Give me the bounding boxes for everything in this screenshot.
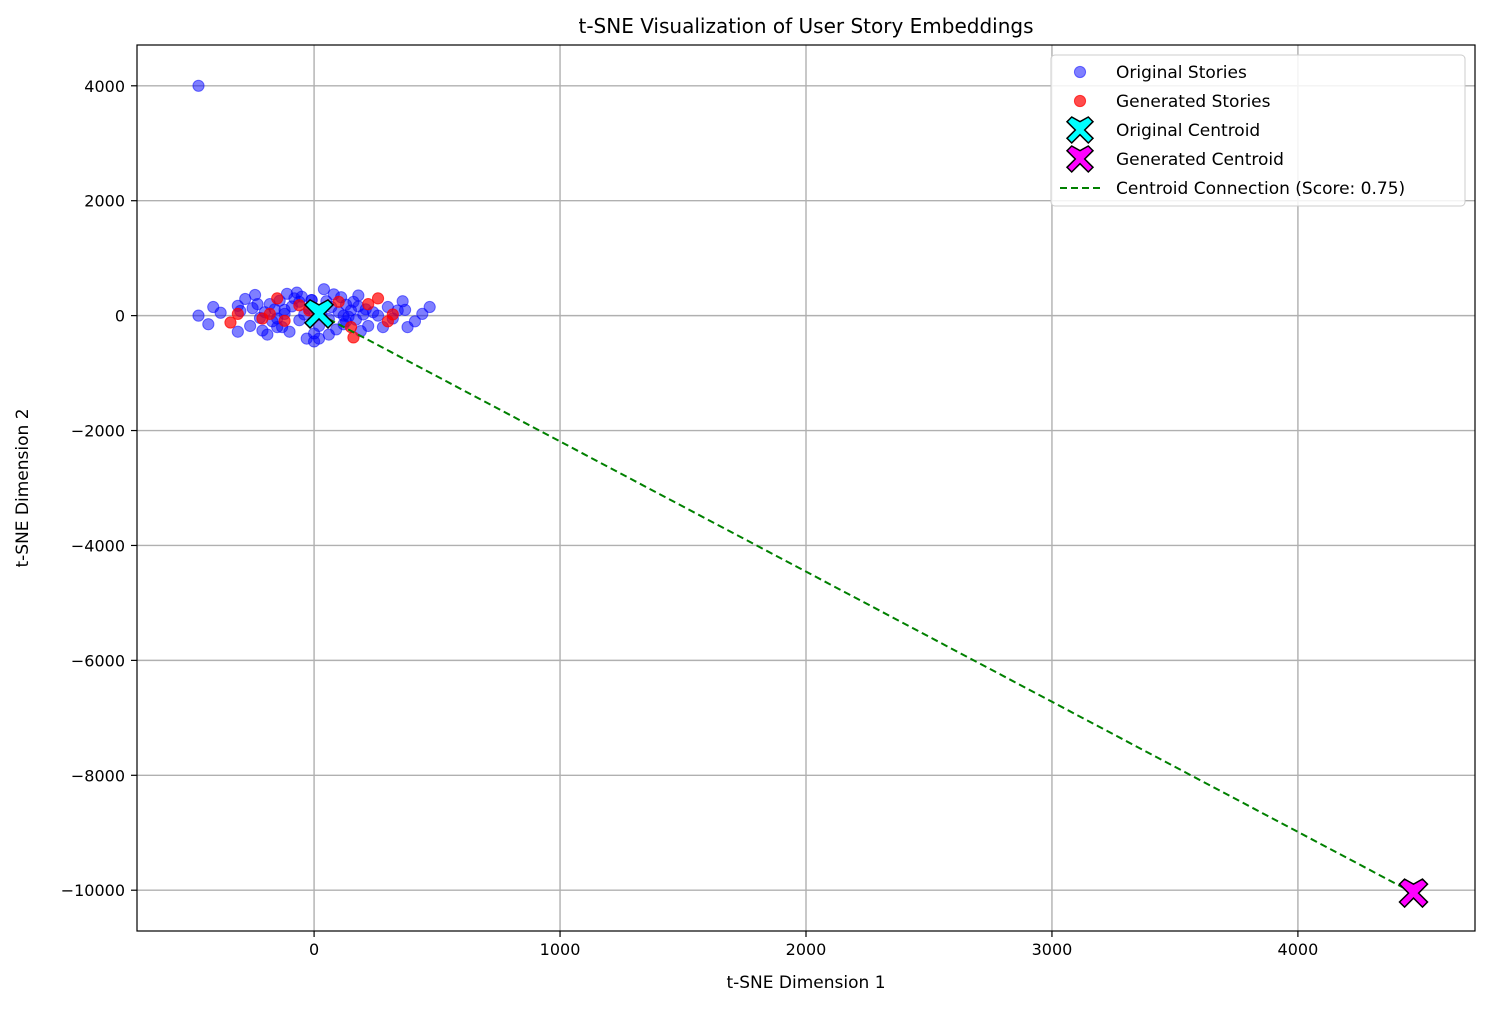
- original-story-point: [352, 289, 365, 302]
- legend-box: [1050, 54, 1466, 207]
- generated-story-point: [332, 295, 345, 308]
- generated-story-point: [386, 308, 399, 321]
- original-story-point: [192, 309, 205, 322]
- y-tick-label: −8000: [71, 766, 125, 785]
- original-story-point: [352, 300, 365, 313]
- x-tick-label: 0: [309, 940, 319, 959]
- legend-original-marker: [1073, 65, 1087, 79]
- original-story-point: [231, 325, 244, 338]
- x-tick-label: 4000: [1278, 940, 1319, 959]
- generated-centroid-marker: [1398, 878, 1429, 909]
- y-tick-label: 0: [115, 307, 125, 326]
- y-tick-label: −4000: [71, 536, 125, 555]
- generated-story-point: [278, 314, 291, 327]
- original-story-point: [202, 318, 215, 331]
- y-tick-label: 4000: [84, 77, 125, 96]
- original-story-point: [192, 79, 205, 92]
- x-tick-label: 3000: [1032, 940, 1073, 959]
- y-tick-label: −6000: [71, 651, 125, 670]
- x-tick-label: 1000: [540, 940, 581, 959]
- original-story-point: [337, 309, 350, 322]
- original-story-point: [416, 307, 429, 321]
- original-centroid-marker: [303, 298, 335, 329]
- x-axis-label: t-SNE Dimension 1: [726, 973, 885, 993]
- legend-label: Original Centroid: [1116, 121, 1260, 141]
- plot-area: [192, 79, 1429, 909]
- generated-story-point: [347, 331, 360, 344]
- y-axis-label: t-SNE Dimension 2: [13, 408, 33, 567]
- original-story-point: [251, 298, 264, 311]
- original-story-point: [214, 306, 227, 319]
- original-story-point: [423, 300, 436, 314]
- legend-generated-centroid-marker: [1065, 145, 1095, 174]
- generated-story-point: [271, 292, 284, 305]
- original-story-point: [362, 319, 375, 333]
- chart-title: t-SNE Visualization of User Story Embedd…: [578, 14, 1033, 38]
- legend: Original Stories Generated Stories Origina…: [1050, 54, 1466, 207]
- generated-story-point: [256, 312, 269, 325]
- generated-story-point: [371, 292, 385, 305]
- original-story-point: [371, 309, 385, 322]
- x-tick-label: 2000: [786, 940, 827, 959]
- original-story-point: [322, 328, 335, 341]
- original-story-point: [278, 303, 291, 316]
- original-story-point: [312, 319, 326, 333]
- legend-label: Generated Centroid: [1116, 150, 1284, 170]
- legend-label: Centroid Connection (Score: 0.75): [1116, 179, 1405, 199]
- y-tick-label: −10000: [61, 881, 125, 900]
- legend-label: Original Stories: [1116, 63, 1247, 83]
- original-story-point: [244, 319, 257, 333]
- original-story-point: [317, 283, 331, 296]
- original-story-point: [408, 315, 422, 328]
- original-story-point: [398, 303, 412, 316]
- original-story-point: [261, 328, 274, 341]
- legend-generated-marker: [1073, 94, 1087, 108]
- y-tick-label: −2000: [71, 422, 125, 441]
- generated-story-point: [231, 307, 244, 321]
- legend-label: Generated Stories: [1116, 92, 1271, 112]
- axis-ticks: 0 1000 2000 3000 4000 4000 2000 0 −2000 −4000 −600…: [61, 77, 1319, 959]
- centroid-connection-line: [318, 313, 1414, 894]
- legend-original-centroid-marker: [1065, 116, 1095, 145]
- y-tick-label: 2000: [84, 192, 125, 211]
- generated-story-point: [362, 298, 375, 311]
- generated-story-point: [224, 316, 237, 329]
- original-story-point: [283, 325, 296, 338]
